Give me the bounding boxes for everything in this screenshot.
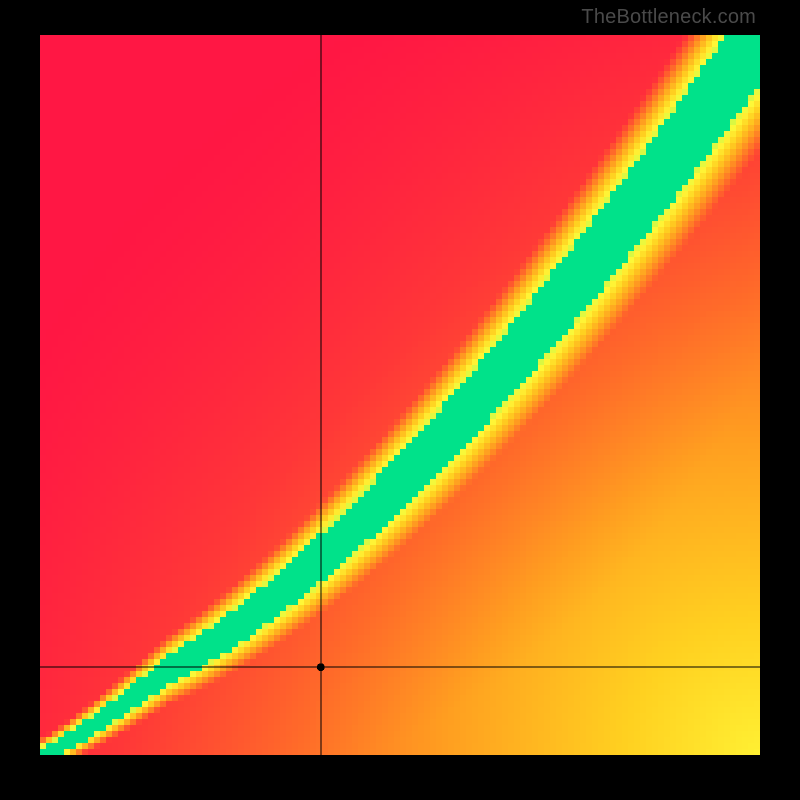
chart-frame: TheBottleneck.com	[0, 0, 800, 800]
heatmap-cells	[40, 35, 760, 755]
heatmap-chart	[40, 35, 760, 755]
watermark-text: TheBottleneck.com	[581, 6, 756, 29]
